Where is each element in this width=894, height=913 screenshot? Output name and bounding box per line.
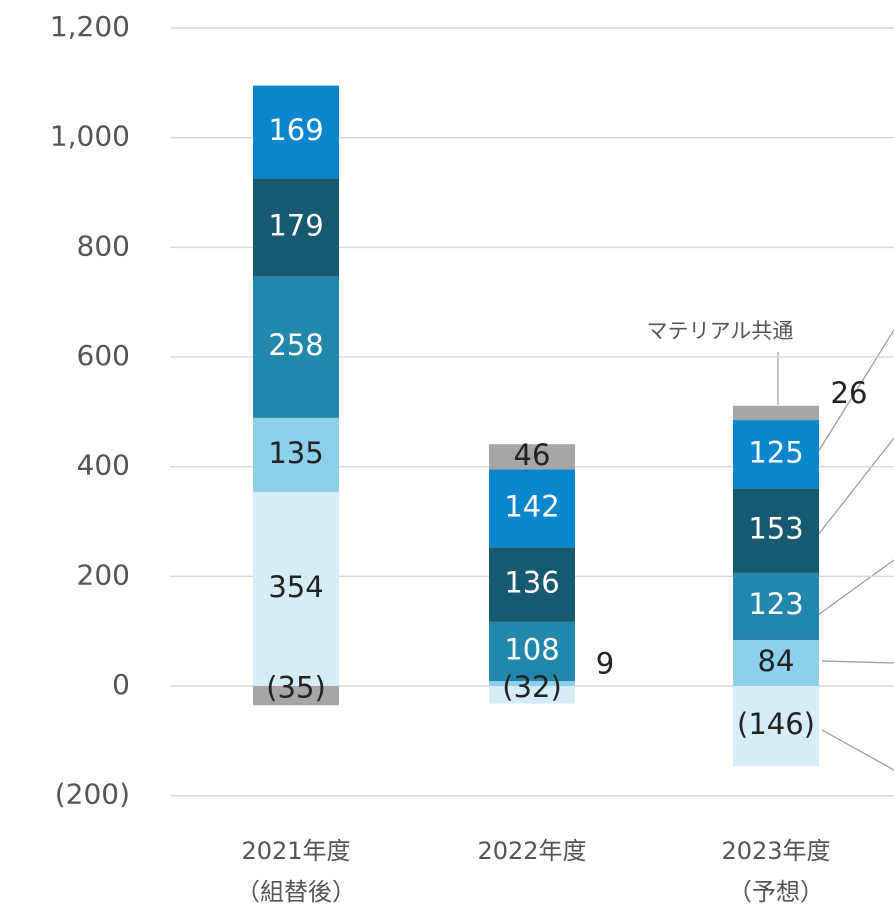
value-label: 179 xyxy=(268,208,323,242)
bar-segment xyxy=(253,85,339,179)
value-label: 84 xyxy=(758,644,795,678)
x-tick-note: （予想） xyxy=(728,878,824,906)
y-tick-label: 200 xyxy=(77,558,130,591)
x-tick-label: 2023年度 xyxy=(721,837,830,865)
value-label: 26 xyxy=(831,376,868,410)
y-tick-label: 1,200 xyxy=(50,10,130,43)
bar-segment xyxy=(489,681,575,687)
bar-segment xyxy=(253,178,339,277)
leader-lines xyxy=(817,329,894,771)
value-label: (35) xyxy=(266,671,326,705)
bar-segment xyxy=(733,686,819,767)
value-label: 136 xyxy=(504,566,559,600)
bar-segment xyxy=(489,547,575,622)
x-tick-label: 2021年度 xyxy=(241,837,350,865)
bar-segment xyxy=(733,572,819,640)
bar-segment xyxy=(733,405,819,421)
value-label: 354 xyxy=(268,570,323,604)
value-label: 153 xyxy=(748,512,803,546)
bar-segment xyxy=(733,420,819,489)
value-label: 125 xyxy=(748,435,803,469)
y-tick-label: (200) xyxy=(55,778,130,811)
value-label: 169 xyxy=(268,113,323,147)
y-tick-label: 800 xyxy=(77,229,130,262)
y-tick-label: 1,000 xyxy=(50,120,130,153)
bar-segment xyxy=(253,417,339,492)
x-tick-label: 2022年度 xyxy=(477,837,586,865)
y-tick-label: 0 xyxy=(112,668,130,701)
value-label: 258 xyxy=(268,328,323,362)
value-label: 123 xyxy=(748,587,803,621)
value-label: 9 xyxy=(596,647,614,681)
bar-segment xyxy=(489,444,575,470)
value-label: 46 xyxy=(514,438,551,472)
bar-segment xyxy=(733,639,819,687)
annotation: マテリアル共通 xyxy=(647,319,794,343)
value-label: 142 xyxy=(504,489,559,523)
bar-segment xyxy=(253,491,339,687)
value-label: 135 xyxy=(268,436,323,470)
y-tick-label: 400 xyxy=(77,449,130,482)
bar-segment xyxy=(489,621,575,682)
bar-segment xyxy=(253,276,339,418)
bar-segment xyxy=(733,488,819,573)
x-tick-note: （組替後） xyxy=(236,878,356,906)
bar-segment xyxy=(253,686,339,706)
value-label: (146) xyxy=(737,707,815,741)
bar-segment xyxy=(489,686,575,704)
bar-segment xyxy=(489,469,575,548)
value-label: 108 xyxy=(504,632,559,666)
value-label: (32) xyxy=(502,670,562,704)
y-tick-label: 600 xyxy=(77,339,130,372)
